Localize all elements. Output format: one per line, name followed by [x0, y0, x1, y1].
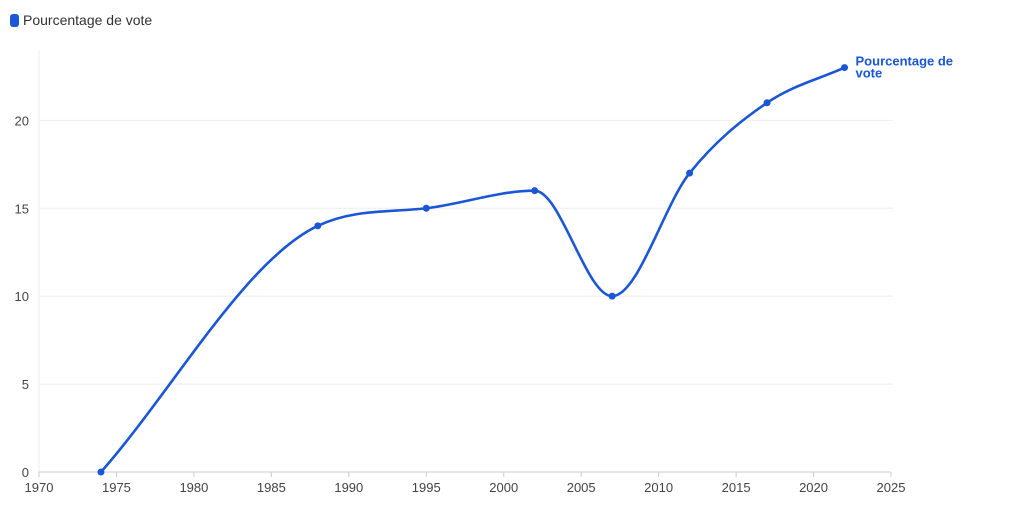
x-tick-label: 1980: [179, 480, 208, 495]
x-tick-label: 1970: [25, 480, 54, 495]
x-tick-label: 2015: [722, 480, 751, 495]
y-tick-label: 15: [15, 201, 29, 216]
series-end-label: Pourcentage de vote: [856, 54, 954, 81]
legend[interactable]: Pourcentage de vote: [10, 12, 152, 28]
data-point[interactable]: [686, 169, 694, 177]
x-axis-ticks: 1970 1975 1980 1985 1990 1995 2000 2005 2010 2015…: [25, 472, 906, 495]
data-point[interactable]: [531, 187, 539, 195]
data-point[interactable]: [422, 204, 430, 212]
data-point[interactable]: [97, 468, 105, 476]
x-tick-label: 2000: [489, 480, 518, 495]
y-axis-ticks: 0 5 10 15 20: [15, 113, 29, 480]
axes: [38, 50, 891, 473]
x-tick-label: 2020: [799, 480, 828, 495]
x-tick-label: 1990: [334, 480, 363, 495]
x-tick-label: 2005: [567, 480, 596, 495]
data-point[interactable]: [841, 64, 849, 72]
y-tick-label: 10: [15, 289, 29, 304]
series-line: [99, 66, 846, 474]
x-tick-label: 1975: [102, 480, 131, 495]
y-tick-label: 20: [15, 113, 29, 128]
data-point[interactable]: [314, 222, 322, 230]
x-tick-label: 2010: [644, 480, 673, 495]
data-point[interactable]: [608, 292, 616, 300]
data-point[interactable]: [763, 99, 771, 107]
x-tick-label: 2025: [877, 480, 906, 495]
series-layer: Pourcentage de vote: [97, 54, 953, 476]
legend-label: Pourcentage de vote: [23, 12, 153, 28]
x-tick-label: 1995: [412, 480, 441, 495]
y-tick-label: 5: [22, 377, 29, 392]
y-tick-label: 0: [22, 465, 29, 480]
x-tick-label: 1985: [257, 480, 286, 495]
legend-swatch-icon: [10, 13, 19, 27]
grid-lines: [39, 119, 893, 385]
